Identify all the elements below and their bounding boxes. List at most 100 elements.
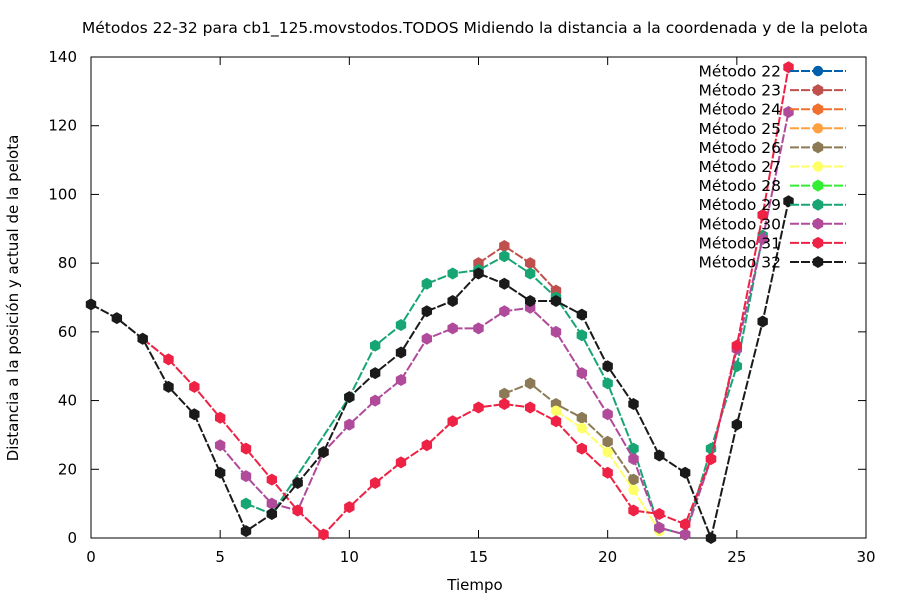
data-point [524,257,536,270]
data-point [602,435,613,448]
data-point [654,507,665,520]
x-tick-label-30: 30 [856,548,875,566]
series-23 [473,239,562,297]
data-point [421,305,433,318]
legend-item: Método 29 [699,196,846,214]
data-point [344,391,355,404]
legend-label: Método 27 [699,158,781,176]
legend-marker [812,179,824,192]
legend-marker [812,236,824,249]
data-point [731,339,743,352]
legend-item: Método 23 [699,82,846,100]
y-tick-label-20: 20 [58,460,77,478]
series-29 [240,229,768,541]
data-point [576,422,588,434]
data-point [757,209,768,222]
y-axis-label: Distancia a la posición y actual de la p… [4,135,22,462]
data-point [473,401,484,414]
data-point [292,477,303,490]
data-point [602,408,613,421]
data-point [369,477,381,490]
data-point [628,484,639,496]
series-32 [85,195,794,544]
series-layer [85,61,794,544]
x-tick-label-25: 25 [727,548,746,566]
data-point [369,367,381,380]
data-point [576,411,588,424]
legend-label: Método 25 [699,120,781,138]
data-point [395,318,407,331]
data-point [344,501,355,514]
data-point [705,532,717,544]
data-point [628,442,639,455]
data-point [240,470,252,483]
series-26 [499,377,639,486]
legend-item: Método 22 [699,63,846,81]
series-line [477,244,557,292]
legend-label: Método 32 [699,254,781,272]
legend-marker [812,256,824,268]
y-tick-label-0: 0 [67,529,77,547]
data-point [214,411,226,424]
legend-marker [812,161,824,172]
data-point [628,398,639,411]
legend-marker [812,123,824,134]
data-point [628,452,639,465]
legend-label: Método 31 [699,234,781,252]
data-point [524,401,536,414]
data-point [240,442,252,455]
data-point [602,466,613,479]
data-point [163,380,174,393]
legend-marker [812,198,824,211]
y-tick-label-120: 120 [48,117,77,135]
series-31 [137,61,794,541]
legend-item: Método 27 [699,158,846,176]
legend-label: Método 22 [699,63,781,81]
data-point [447,294,458,307]
legend-item: Método 30 [699,215,846,233]
data-point [576,308,588,321]
data-point [447,415,458,428]
legend-item: Método 25 [699,120,846,138]
legend-item: Método 26 [699,139,846,157]
data-point [137,332,148,345]
y-tick-label-40: 40 [58,392,77,410]
data-point [731,418,743,431]
y-tick-label-80: 80 [58,254,77,272]
data-point [705,452,717,465]
data-point [499,305,510,318]
x-tick-label-15: 15 [469,548,488,566]
data-point [189,408,200,421]
legend-label: Método 23 [699,82,781,100]
legend-item: Método 28 [699,177,846,195]
data-point [447,322,458,335]
legend-marker [812,217,824,230]
data-point [550,415,562,428]
data-point [602,377,613,390]
data-point [576,329,588,342]
legend-label: Método 28 [699,177,781,195]
data-point [447,267,458,280]
legend-marker [812,103,824,116]
data-point [499,277,510,290]
data-point [679,466,691,479]
data-point [318,528,329,541]
data-point [369,339,381,352]
data-point [757,233,768,246]
data-point [602,360,613,373]
data-point [576,442,588,455]
data-point [395,346,407,359]
data-point [679,528,691,541]
data-point [783,105,794,118]
data-point [628,473,639,486]
legend-item: Método 24 [699,101,846,119]
legend-label: Método 24 [699,101,781,119]
data-point [757,315,768,328]
x-axis-label: Tiempo [446,576,502,594]
legend-marker [812,65,824,77]
data-point [111,312,123,325]
data-point [421,332,433,345]
data-point [292,504,303,517]
